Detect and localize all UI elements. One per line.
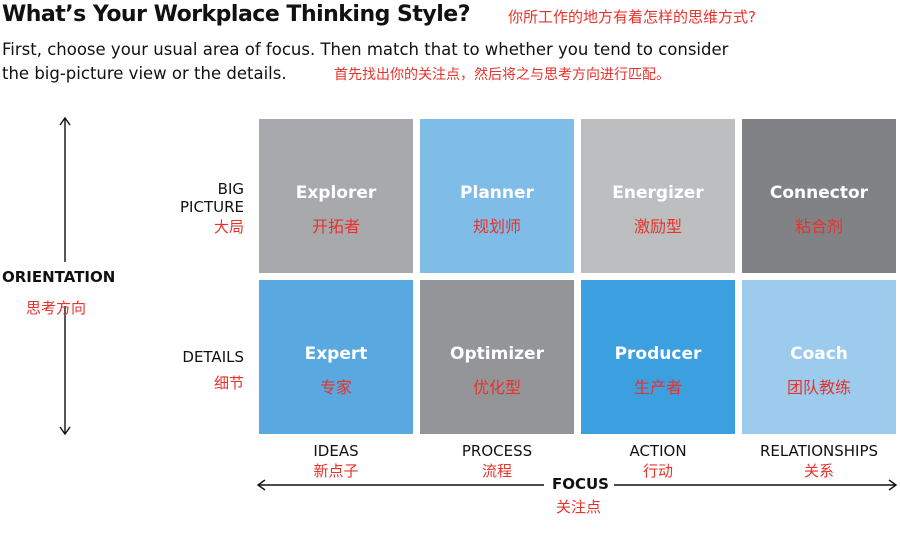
tile-explorer: Explorer 开拓者: [259, 119, 413, 273]
tile-title: Expert: [304, 344, 368, 364]
tile-title: Energizer: [612, 183, 704, 203]
tile-title-cn: 粘合剂: [794, 217, 843, 236]
focus-axis-arrow: [256, 479, 898, 491]
tile-connector: Connector 粘合剂: [742, 119, 896, 273]
tile-coach: Coach 团队教练: [742, 280, 896, 434]
subtitle-cn: 首先找出你的关注点，然后将之与思考方向进行匹配。: [334, 67, 670, 83]
subtitle-line-2: the big-picture view or the details.: [2, 64, 287, 83]
column-label-text-cn: 新点子: [313, 462, 359, 480]
column-label-relationships: RELATIONSHIPS 关系: [742, 442, 896, 481]
column-label-action: ACTION 行动: [581, 442, 735, 481]
row-label-details: DETAILS 细节: [182, 348, 244, 393]
column-label-text: RELATIONSHIPS: [759, 442, 879, 460]
row-label-big-picture-line1: BIG: [217, 180, 244, 198]
tile-optimizer: Optimizer 优化型: [420, 280, 574, 434]
column-label-text-cn: 关系: [803, 462, 834, 480]
tile-title-cn: 优化型: [472, 378, 521, 397]
page-title-cn: 你所工作的地方有着怎样的思维方式?: [508, 8, 756, 26]
tile-title-cn: 生产者: [633, 378, 682, 397]
column-label-text: ACTION: [629, 442, 687, 460]
tile-energizer: Energizer 激励型: [581, 119, 735, 273]
column-label-ideas: IDEAS 新点子: [259, 442, 413, 481]
tile-title: Optimizer: [450, 344, 544, 364]
orientation-axis-arrow: [59, 116, 71, 436]
column-label-text: PROCESS: [461, 442, 533, 460]
tile-title: Producer: [614, 344, 702, 364]
subtitle-line-1: First, choose your usual area of focus. …: [2, 40, 729, 59]
column-label-process: PROCESS 流程: [420, 442, 574, 481]
tile-expert: Expert 专家: [259, 280, 413, 434]
tile-title-cn: 团队教练: [786, 378, 851, 397]
page-title: What’s Your Workplace Thinking Style?: [2, 2, 470, 27]
row-label-big-picture: BIG PICTURE 大局: [180, 180, 244, 237]
row-label-details-cn: 细节: [213, 374, 244, 392]
column-label-text-cn: 行动: [642, 462, 673, 480]
tile-title-cn: 激励型: [633, 217, 682, 236]
row-label-big-picture-cn: 大局: [213, 218, 244, 236]
tile-producer: Producer 生产者: [581, 280, 735, 434]
row-label-big-picture-line2: PICTURE: [180, 198, 244, 216]
tile-title: Coach: [790, 344, 848, 364]
tile-title: Explorer: [295, 183, 377, 203]
focus-axis-label: FOCUS: [548, 475, 613, 493]
tile-title: Planner: [460, 183, 534, 203]
tile-title-cn: 专家: [319, 378, 352, 397]
orientation-axis-label-cn: 思考方向: [26, 299, 87, 317]
column-label-text: IDEAS: [313, 442, 359, 460]
orientation-axis-label: ORIENTATION: [2, 268, 116, 286]
tile-planner: Planner 规划师: [420, 119, 574, 273]
row-label-details-line2: DETAILS: [182, 348, 244, 366]
tile-title: Connector: [769, 183, 869, 203]
focus-axis-label-cn: 关注点: [556, 498, 602, 516]
tile-title-cn: 开拓者: [311, 217, 360, 236]
column-label-text-cn: 流程: [481, 462, 512, 480]
tile-title-cn: 规划师: [472, 217, 521, 236]
